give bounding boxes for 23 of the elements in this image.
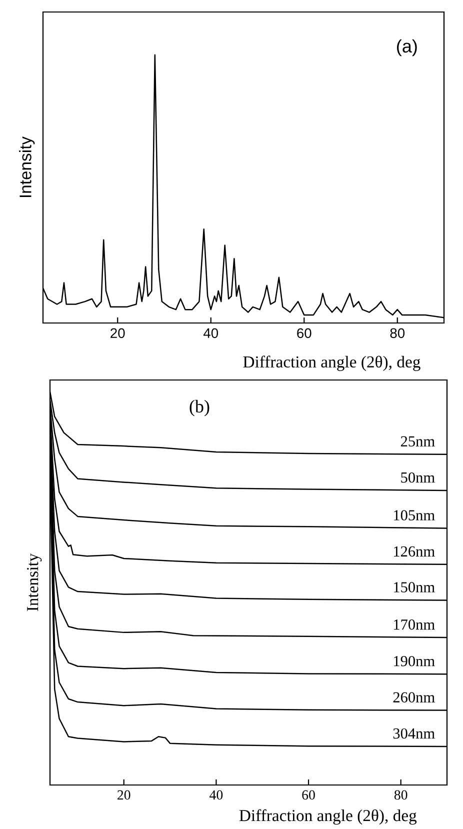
x-tick-label: 20	[110, 328, 125, 338]
series-label: 50nm	[401, 472, 435, 483]
x-tick-label: 40	[203, 328, 218, 338]
series-label: 170nm	[394, 619, 435, 630]
series-label: 190nm	[394, 656, 435, 666]
x-tick-label: 40	[210, 790, 223, 800]
series-label: 25nm	[400, 436, 435, 446]
x-tick-label: 60	[297, 328, 312, 338]
series-label: 105nm	[394, 510, 435, 520]
x-tick-label: 80	[390, 328, 405, 338]
series-label: 150nm	[394, 582, 435, 592]
annotation: (b)	[190, 400, 210, 416]
x-axis-title: Diffraction angle (2θ), deg	[243, 356, 420, 371]
series-label: 304nm	[393, 728, 435, 739]
series-label: 126nm	[394, 546, 435, 557]
series-label: 260nm	[393, 692, 435, 702]
x-tick-label: 20	[118, 790, 130, 800]
y-axis-title: Intensity	[19, 136, 35, 197]
x-tick-label: 60	[302, 790, 315, 800]
annotation: (a)	[397, 39, 417, 56]
x-axis-title: Diffraction angle (2θ), deg	[239, 809, 417, 825]
y-axis-title: Intensity	[27, 553, 42, 612]
x-tick-label: 80	[394, 790, 408, 800]
